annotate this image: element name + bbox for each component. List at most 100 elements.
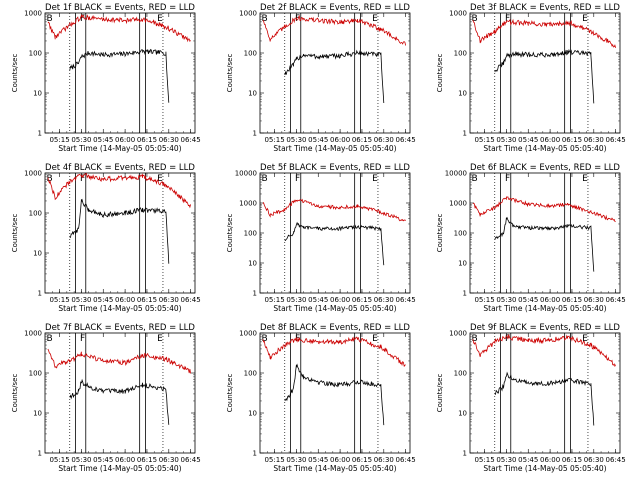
y-axis-label: Counts/sec [436,214,444,253]
x-tick-label: 06:15 [352,296,372,304]
series-line-events [494,371,595,426]
plot-frame [44,172,196,294]
y-tick-label: 100 [29,50,42,58]
x-tick-label: 05:30 [286,136,306,144]
x-tick-label: 06:15 [137,136,157,144]
chart-title: Det 9f BLACK = Events, RED = LLD [470,323,620,333]
chart-title: Det 8f BLACK = Events, RED = LLD [260,323,410,333]
series-line-lld [47,348,191,374]
y-tick-label: 10 [248,90,257,98]
interval-marker-f: F [505,14,510,24]
x-tick-label: 05:45 [518,456,538,464]
chart-panel-6: Det 6f BLACK = Events, RED = LLD 1 10 100 10… [436,163,626,313]
y-tick-label: 100 [29,210,42,218]
interval-marker-f: F [80,334,85,344]
x-tick-label: 06:45 [606,136,626,144]
y-tick-label: 100 [244,50,257,58]
interval-marker-f: F [80,14,85,24]
interval-marker-b: B [471,334,477,344]
interval-marker-f: F [295,174,300,184]
series-line-events [494,48,595,104]
chart-title: Det 6f BLACK = Events, RED = LLD [470,163,620,173]
x-tick-label: 06:00 [330,456,350,464]
chart-title: Det 1f BLACK = Events, RED = LLD [45,3,195,13]
series-line-lld [47,173,191,209]
y-axis-label: Counts/sec [436,374,444,413]
y-tick-label: 10 [33,90,42,98]
chart-panel-8: Det 8f BLACK = Events, RED = LLD 1 10 100 10… [226,323,416,473]
series-line-lld [472,196,616,223]
interval-marker-e: E [372,14,378,24]
series-line-lld [262,14,406,46]
x-axis-label: Start Time (14-May-05 05:05:40) [483,464,606,473]
x-tick-label: 06:30 [374,456,394,464]
y-tick-label: 10 [458,410,467,418]
y-tick-label: 100 [244,230,257,238]
series-line-lld [472,333,616,368]
y-tick-label: 10 [248,410,257,418]
x-tick-label: 05:30 [496,136,516,144]
y-tick-label: 1 [38,290,42,298]
x-tick-label: 06:45 [181,296,201,304]
x-tick-label: 05:45 [308,136,328,144]
x-tick-label: 05:15 [264,136,284,144]
x-axis-label: Start Time (14-May-05 05:05:40) [483,144,606,153]
interval-marker-b: B [261,334,267,344]
x-tick-label: 06:00 [115,456,135,464]
x-tick-label: 06:00 [540,136,560,144]
interval-marker-e: E [582,334,588,344]
y-tick-label: 1000 [24,330,42,338]
series-line-lld [47,14,191,43]
x-tick-label: 06:30 [374,296,394,304]
x-tick-label: 05:45 [93,296,113,304]
interval-marker-f: F [295,14,300,24]
x-tick-label: 06:00 [115,296,135,304]
interval-marker-b: B [46,334,52,344]
interval-marker-f: F [505,174,510,184]
series-line-events [284,221,385,266]
y-tick-label: 1 [253,290,257,298]
x-tick-label: 06:15 [137,456,157,464]
series-line-events [284,363,385,426]
x-tick-label: 06:15 [352,456,372,464]
series-line-lld [472,18,616,49]
plot-frame [259,172,411,294]
series-line-events [69,378,170,425]
chart-title: Det 7f BLACK = Events, RED = LLD [45,323,195,333]
y-tick-label: 1000 [449,330,467,338]
y-tick-label: 10 [458,260,467,268]
chart-panel-1: Det 1f BLACK = Events, RED = LLD 1 10 100 10… [11,3,201,153]
series-line-lld [262,336,406,368]
y-tick-label: 100 [454,50,467,58]
interval-marker-e: E [372,334,378,344]
x-tick-label: 05:45 [308,456,328,464]
interval-marker-f: F [80,174,85,184]
x-tick-label: 05:15 [264,456,284,464]
series-line-events [494,216,595,272]
x-axis-label: Start Time (14-May-05 05:05:40) [58,144,181,153]
y-axis-label: Counts/sec [226,374,234,413]
y-axis-label: Counts/sec [11,374,19,413]
x-tick-label: 05:30 [496,456,516,464]
x-axis-label: Start Time (14-May-05 05:05:40) [273,144,396,153]
x-tick-label: 05:30 [286,456,306,464]
plot-frame [259,12,411,134]
y-axis-label: Counts/sec [11,214,19,253]
interval-marker-b: B [46,174,52,184]
x-tick-label: 06:00 [540,456,560,464]
y-tick-label: 10 [458,90,467,98]
x-tick-label: 05:30 [71,136,91,144]
chart-panel-9: Det 9f BLACK = Events, RED = LLD 1 10 100 10… [436,323,626,473]
y-tick-label: 10 [248,260,257,268]
plot-frame [259,332,411,454]
x-tick-label: 06:15 [562,136,582,144]
y-tick-label: 10000 [445,170,467,178]
chart-title: Det 4f BLACK = Events, RED = LLD [45,163,195,173]
x-tick-label: 06:30 [159,456,179,464]
x-tick-label: 05:45 [93,456,113,464]
x-tick-label: 05:45 [93,136,113,144]
x-tick-label: 05:15 [474,456,494,464]
y-tick-label: 100 [454,230,467,238]
interval-marker-b: B [471,14,477,24]
